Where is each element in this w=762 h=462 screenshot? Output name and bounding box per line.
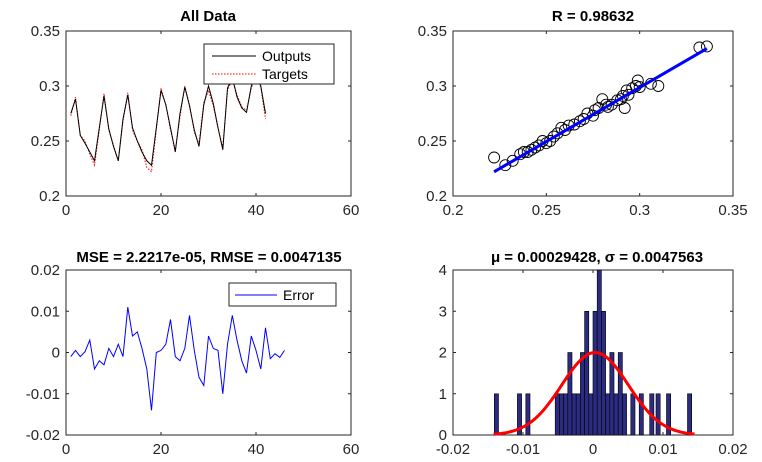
scatter-point [532, 139, 545, 152]
histogram-bar [638, 393, 644, 436]
histogram-bar [525, 393, 531, 436]
p3-x-tick-label: -0.02 [436, 441, 470, 458]
legend: Outputs Targets [203, 43, 335, 85]
p1-x-tick-label: 0.2 [443, 202, 464, 219]
panel-regression: R = 0.98632 0.2 0.25 0.3 0.35 0.2 0.25 0.3 0.35 [418, 8, 748, 219]
legend-box [203, 43, 335, 85]
p3-y-tick-label: 0 [439, 427, 447, 444]
histogram-bar [567, 352, 573, 436]
p0-x-tick-label: 60 [343, 202, 360, 219]
histogram-bar [493, 393, 499, 436]
histogram-bar [563, 393, 569, 436]
histogram-bar [559, 393, 564, 436]
legend-box [228, 282, 337, 307]
histogram-bar [622, 393, 627, 436]
histogram-bar [613, 393, 619, 436]
histogram-bar [571, 393, 577, 436]
scatter-point [573, 115, 586, 128]
histogram-bar [554, 393, 560, 436]
p2-y-tick-label: -0.02 [26, 427, 60, 444]
scatter-point [615, 93, 627, 106]
panel-histogram: μ = 0.00029428, σ = 0.0047563 -0.02 -0.01… [436, 249, 748, 458]
legend-label-targets: Targets [262, 66, 308, 82]
p2-y-tick-label: -0.01 [26, 386, 60, 403]
histogram-bar [588, 393, 594, 436]
title-all-data: All Data [180, 8, 237, 25]
panel-error: MSE = 2.2217e-05, RMSE = 0.0047135 0 20 40… [26, 249, 360, 458]
p0-x-tick-label: 0 [62, 202, 70, 219]
p2-y-tick-label: 0.02 [31, 262, 60, 279]
scatter-point [700, 40, 713, 53]
p3-y-tick-label: 3 [439, 303, 447, 320]
p2-x-tick-label: 20 [153, 441, 170, 458]
histogram-bar [601, 310, 606, 436]
normal-fit-curve [493, 350, 695, 436]
series-error-line [70, 307, 285, 411]
scatter-point [525, 143, 538, 156]
p0-y-tick-label: 0.2 [39, 188, 60, 205]
p2-x-tick-label: 40 [248, 441, 265, 458]
fit-line [493, 47, 708, 174]
scatter-point [631, 74, 644, 87]
legend-label-outputs: Outputs [262, 48, 311, 64]
p3-x-tick-label: 0.02 [718, 441, 747, 458]
p0-y-tick-label: 0.35 [31, 23, 60, 40]
p0-y-tick-label: 0.3 [39, 78, 60, 95]
p1-x-tick-label: 0.35 [718, 202, 747, 219]
histogram-bar [666, 393, 671, 436]
p1-y-tick-label: 0.25 [418, 133, 447, 150]
p0-x-tick-label: 20 [153, 202, 170, 219]
histogram-bar [580, 352, 585, 436]
p3-y-tick-label: 4 [439, 262, 447, 279]
scatter-point [488, 151, 501, 164]
p3-x-tick-label: 0 [589, 441, 597, 458]
histogram-bar [575, 393, 581, 436]
p3-x-tick-label: 0.01 [648, 441, 677, 458]
p1-x-tick-label: 0.3 [629, 202, 650, 219]
scatter-point [601, 100, 614, 113]
p2-y-tick-label: 0.01 [31, 303, 60, 320]
scatter-point [499, 159, 512, 172]
histogram-bar [617, 352, 623, 436]
p1-y-tick-label: 0.2 [426, 188, 447, 205]
scatter-point [622, 88, 635, 101]
scatter-point [568, 118, 581, 131]
p1-x-tick-label: 0.25 [532, 202, 561, 219]
histogram-bar [687, 393, 692, 436]
scatter-point [587, 109, 599, 122]
scatter-point [529, 141, 542, 154]
scatter-point [506, 154, 519, 167]
p2-x-tick-label: 0 [62, 441, 70, 458]
p1-y-tick-label: 0.35 [418, 23, 447, 40]
histogram-bar [592, 310, 598, 436]
p1-y-tick-label: 0.3 [426, 78, 447, 95]
p0-y-tick-label: 0.25 [31, 133, 60, 150]
legend-label-error: Error [283, 287, 314, 303]
scatter-point [633, 81, 646, 94]
p3-y-tick-label: 2 [439, 345, 447, 362]
histogram-bar [655, 393, 661, 436]
histogram-bar [605, 393, 611, 436]
p2-y-tick-label: 0 [52, 345, 60, 362]
scatter-point [547, 130, 560, 143]
p0-x-tick-label: 40 [248, 202, 265, 219]
histogram-bar [584, 310, 590, 436]
title-error: MSE = 2.2217e-05, RMSE = 0.0047135 [76, 249, 341, 266]
title-regression: R = 0.98632 [552, 8, 634, 25]
histogram-bar [630, 393, 636, 436]
scatter-point [559, 124, 571, 136]
p3-x-tick-label: -0.01 [506, 441, 540, 458]
panel-all-data: All Data 0 20 40 60 0.2 0.25 0.3 0.35 Outputs Tar… [31, 8, 360, 219]
scatter-point [521, 146, 534, 158]
title-histogram: μ = 0.00029428, σ = 0.0047563 [491, 249, 703, 266]
histogram-bar [517, 393, 522, 436]
scatter-point [652, 80, 665, 92]
p3-y-tick-label: 1 [439, 386, 447, 403]
p2-x-tick-label: 60 [343, 441, 360, 458]
scatter-point [618, 102, 631, 114]
legend: Error [228, 282, 337, 307]
